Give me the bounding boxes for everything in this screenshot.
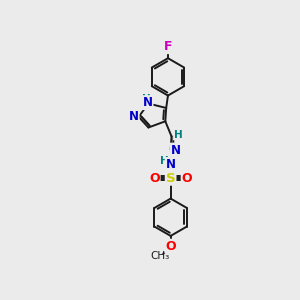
Text: H: H bbox=[160, 156, 168, 166]
Text: F: F bbox=[164, 40, 172, 53]
Text: N: N bbox=[171, 144, 181, 157]
Text: CH₃: CH₃ bbox=[150, 251, 170, 261]
Text: O: O bbox=[149, 172, 160, 185]
Text: H: H bbox=[174, 130, 183, 140]
Text: N: N bbox=[142, 96, 152, 109]
Text: H: H bbox=[142, 94, 151, 103]
Text: N: N bbox=[129, 110, 139, 123]
Text: O: O bbox=[165, 240, 176, 253]
Text: S: S bbox=[166, 172, 175, 185]
Text: O: O bbox=[182, 172, 192, 185]
Text: N: N bbox=[166, 158, 176, 171]
